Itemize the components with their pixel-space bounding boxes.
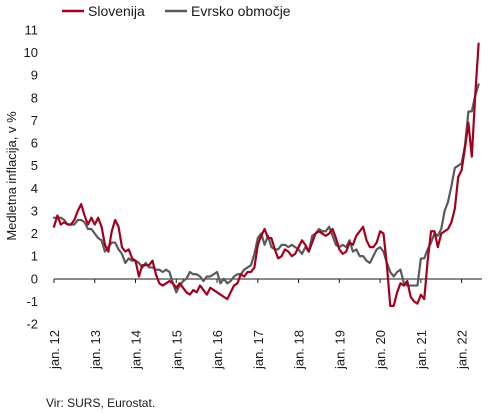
source-note: Vir: SURS, Eurostat. (46, 396, 156, 410)
y-tick-label: 1 (31, 249, 38, 264)
x-tick-label: jan. 13 (88, 330, 103, 370)
series-lines (52, 42, 480, 308)
x-tick-label: jan. 17 (251, 330, 266, 370)
y-tick-label: 3 (31, 203, 38, 218)
y-tick-label: -1 (26, 294, 38, 309)
y-tick-label: 8 (31, 90, 38, 105)
x-tick-label: jan. 15 (169, 330, 184, 370)
y-tick-label: 6 (31, 136, 38, 151)
y-tick-label: 0 (31, 271, 38, 286)
y-tick-label: 9 (31, 68, 38, 83)
series-line-evrsko-obmocje (52, 83, 480, 294)
y-axis-title: Medletna inflacija, v % (4, 111, 19, 241)
y-tick-label: 2 (31, 226, 38, 241)
legend: Slovenija Evrsko območje (62, 3, 291, 19)
series-line-slovenija (52, 42, 480, 308)
y-tick-label: 10 (24, 45, 38, 60)
y-tick-label: 11 (25, 23, 39, 38)
x-tick-label: jan. 21 (414, 330, 429, 370)
x-tick-label: jan. 20 (373, 330, 388, 370)
x-tick-label: jan. 12 (47, 330, 62, 370)
x-tick-label: jan. 16 (210, 330, 225, 370)
y-tick-label: -2 (26, 317, 38, 332)
y-tick-label: 7 (31, 113, 38, 128)
y-tick-label: 5 (31, 158, 38, 173)
legend-label-evrsko-obmocje: Evrsko območje (191, 3, 291, 19)
y-axis-ticks: -2 -1 0 1 2 3 4 5 6 7 8 9 10 11 (24, 23, 38, 332)
x-tick-label: jan. 14 (129, 330, 144, 370)
y-tick-label: 4 (31, 181, 38, 196)
x-tick-label: jan. 19 (332, 330, 347, 370)
legend-label-slovenija: Slovenija (88, 3, 145, 19)
x-axis-ticks: jan. 12 jan. 13 jan. 14 jan. 15 jan. 16 jan. … (47, 279, 470, 370)
x-tick-label: jan. 18 (292, 330, 307, 370)
x-tick-label: jan. 22 (455, 330, 470, 370)
